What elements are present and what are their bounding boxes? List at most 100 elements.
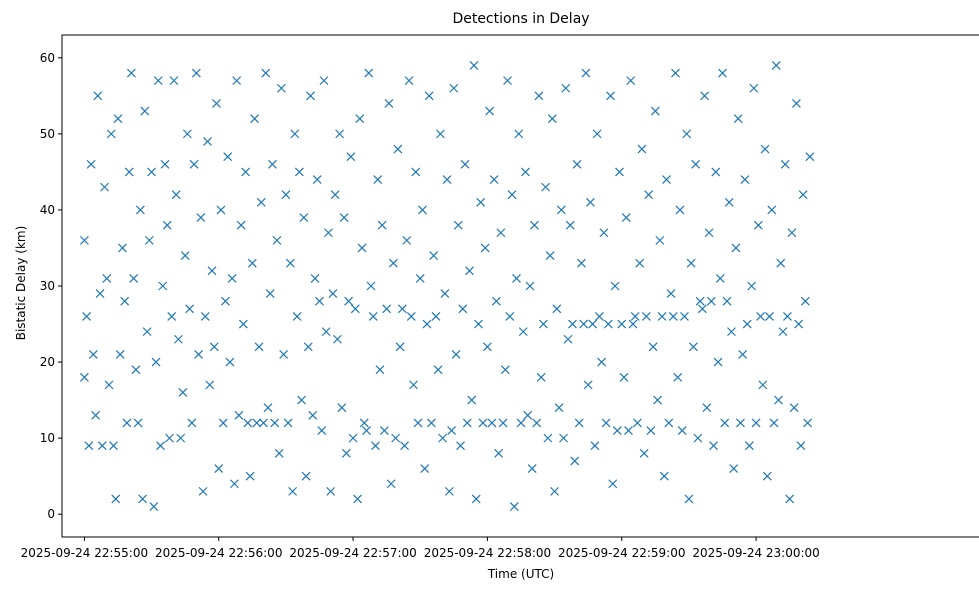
data-point	[783, 311, 792, 321]
data-point	[321, 327, 331, 337]
data-point	[691, 159, 701, 169]
data-point	[594, 311, 604, 321]
axis-ticks: 2025-09-24 22:55:00 2025-09-24 22:56:00 20…	[21, 51, 820, 560]
data-point	[341, 448, 351, 458]
data-point	[767, 205, 777, 215]
data-point	[319, 76, 329, 86]
data-point	[106, 129, 116, 139]
data-point	[688, 342, 698, 352]
data-point	[442, 175, 452, 184]
data-point	[534, 91, 544, 101]
data-point	[489, 175, 499, 184]
data-point	[427, 418, 436, 428]
x-tick-label: 2025-09-24 22:55:00	[21, 546, 148, 560]
data-point	[406, 311, 416, 321]
data-point	[635, 258, 645, 268]
data-point	[711, 167, 721, 177]
data-point	[297, 395, 307, 405]
data-point	[756, 311, 766, 321]
data-point	[686, 258, 696, 268]
data-point	[174, 334, 183, 344]
data-point	[100, 182, 109, 192]
data-point	[290, 129, 300, 139]
data-point	[104, 380, 114, 390]
data-point	[79, 235, 89, 245]
data-point	[532, 418, 542, 428]
data-point	[633, 418, 642, 428]
data-point	[140, 106, 150, 116]
data-point	[364, 68, 374, 78]
data-point	[171, 190, 181, 200]
data-point	[366, 281, 376, 291]
data-point	[653, 395, 663, 405]
data-point	[265, 289, 275, 299]
data-point	[299, 213, 309, 222]
data-point	[451, 350, 461, 359]
data-point	[514, 129, 524, 139]
data-point	[753, 220, 763, 230]
data-point	[250, 114, 259, 124]
data-point	[263, 403, 273, 413]
data-point	[393, 144, 403, 154]
data-point	[592, 129, 602, 139]
data-point	[135, 205, 145, 215]
data-point	[561, 83, 571, 93]
data-point	[482, 342, 492, 352]
data-point	[697, 304, 707, 314]
data-point	[111, 494, 121, 504]
data-point	[330, 190, 340, 200]
data-point	[167, 311, 177, 321]
data-point	[610, 281, 620, 291]
data-point	[420, 464, 430, 473]
data-point	[353, 494, 362, 504]
data-point	[115, 350, 125, 359]
data-point	[247, 258, 257, 268]
data-point	[715, 273, 725, 283]
data-point	[223, 152, 233, 162]
data-point	[684, 494, 694, 504]
y-tick-label: 60	[40, 51, 55, 65]
data-point	[619, 372, 629, 382]
data-points	[79, 60, 815, 512]
data-point	[563, 334, 573, 344]
data-point	[189, 159, 199, 169]
data-point	[577, 258, 586, 268]
y-tick-label: 40	[40, 203, 55, 217]
data-point	[187, 418, 197, 428]
data-point	[391, 433, 401, 443]
y-axis-label: Bistatic Delay (km)	[14, 226, 28, 341]
data-point	[151, 357, 161, 367]
data-point	[88, 350, 98, 359]
data-point	[579, 319, 589, 329]
data-point	[225, 357, 235, 367]
data-point	[411, 167, 421, 177]
y-tick-label: 10	[40, 431, 55, 445]
data-point	[485, 106, 495, 116]
data-point	[765, 311, 774, 321]
data-point	[606, 91, 615, 101]
data-point	[662, 175, 671, 184]
data-point	[800, 296, 810, 306]
data-point	[796, 441, 806, 451]
data-point	[178, 388, 188, 397]
data-point	[554, 403, 564, 413]
data-point	[279, 350, 289, 359]
data-point	[682, 129, 692, 139]
data-point	[198, 486, 208, 496]
data-point	[774, 395, 783, 405]
data-point	[346, 152, 356, 162]
data-point	[86, 159, 96, 169]
data-point	[789, 403, 799, 413]
data-point	[474, 319, 483, 329]
data-point	[666, 289, 676, 299]
data-point	[212, 99, 221, 108]
data-point	[785, 494, 795, 504]
data-point	[530, 220, 539, 230]
data-point	[397, 304, 407, 314]
data-point	[727, 327, 736, 337]
y-tick-label: 50	[40, 127, 55, 141]
data-point	[444, 486, 454, 496]
data-point	[176, 433, 186, 443]
data-point	[120, 296, 130, 306]
data-point	[400, 441, 409, 451]
